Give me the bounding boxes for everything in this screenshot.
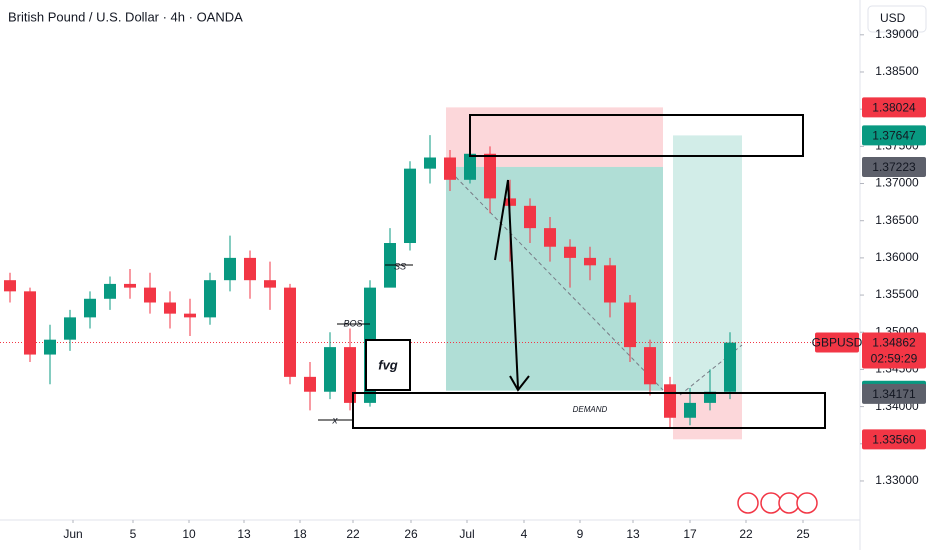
- arrow-path: [494, 179, 519, 389]
- icon: [737, 492, 759, 514]
- annotation: SS: [394, 261, 406, 271]
- short-stop-zone: [446, 107, 663, 167]
- candle-body: [644, 347, 656, 385]
- x-tick-label: 17: [683, 527, 697, 541]
- candle-body: [404, 168, 416, 244]
- x-tick-label: Jun: [63, 527, 82, 541]
- candle-body: [84, 298, 96, 318]
- bottom-icons: [737, 492, 818, 514]
- price-badge-label: 1.34171: [872, 387, 916, 401]
- candle-body: [164, 302, 176, 314]
- x-tick-label: 22: [739, 527, 753, 541]
- icon: [796, 492, 818, 514]
- overlay: BOS SS x fvg DEMAND: [318, 114, 826, 429]
- countdown: 02:59:29: [871, 352, 918, 366]
- icon: [760, 492, 782, 514]
- price-badge-label: 1.37223: [872, 160, 916, 174]
- currency-button[interactable]: [867, 5, 927, 33]
- candle-body: [104, 283, 116, 299]
- candle-body: [244, 257, 256, 281]
- candle-body: [464, 153, 476, 180]
- candle-body: [624, 302, 636, 348]
- x-tick-label: 4: [521, 527, 528, 541]
- candle-body: [264, 280, 276, 288]
- annotation: fvg: [378, 357, 398, 372]
- price-badge: [862, 383, 926, 404]
- candle-body: [584, 257, 596, 266]
- candle-body: [564, 246, 576, 258]
- supply-box: [469, 114, 804, 157]
- price-badge-label: 1.33560: [872, 432, 916, 446]
- currency[interactable]: USD: [880, 11, 906, 25]
- price-badge-label: 1.37647: [872, 129, 916, 143]
- candle-body: [184, 313, 196, 318]
- candle-body: [304, 376, 316, 392]
- x-tick-label: 9: [577, 527, 584, 541]
- last-price-badge: [862, 332, 926, 369]
- candle-body: [204, 280, 216, 318]
- y-tick-label: 1.35500: [875, 287, 919, 301]
- y-tick-label: 1.36000: [875, 250, 919, 264]
- candle-body: [344, 347, 356, 403]
- icon: [778, 492, 800, 514]
- y-tick-label: 1.38500: [875, 64, 919, 78]
- demand-box: [352, 392, 826, 429]
- price-badge: [862, 429, 926, 450]
- trend-dash: [445, 166, 664, 391]
- candle-body: [4, 280, 16, 292]
- x-tick-label: 10: [182, 527, 196, 541]
- annotation: x: [332, 416, 339, 427]
- candle-body: [124, 283, 136, 288]
- annotation: BOS: [343, 318, 362, 328]
- candle-body: [544, 228, 556, 247]
- annotation: DEMAND: [573, 405, 608, 414]
- x-tick-label: 5: [130, 527, 137, 541]
- candle-body: [284, 287, 296, 377]
- fvg-box: [365, 339, 411, 391]
- candle-body: [704, 391, 716, 403]
- candle-body: [604, 265, 616, 303]
- candle-body: [484, 153, 496, 199]
- x-tick-label: 26: [404, 527, 418, 541]
- candle-body: [664, 384, 676, 418]
- price-badge-label: 1.38024: [872, 101, 916, 115]
- x-tick-label: 13: [237, 527, 251, 541]
- candle-body: [424, 157, 436, 169]
- x-tick-label: 18: [293, 527, 307, 541]
- candle-body: [44, 339, 56, 355]
- candle-body: [64, 317, 76, 340]
- arrow-head: [509, 375, 530, 392]
- x-tick-label: 13: [626, 527, 640, 541]
- y-tick-label: 1.37000: [875, 176, 919, 190]
- candle-body: [524, 205, 536, 229]
- symbol-badge: [815, 332, 859, 353]
- candle-body: [24, 291, 36, 355]
- candle-body: [324, 347, 336, 392]
- candle-body: [144, 287, 156, 303]
- price-badge: [862, 156, 926, 177]
- price-badge: [862, 125, 926, 146]
- y-tick-label: 1.33000: [875, 473, 919, 487]
- x-tick-label: 22: [346, 527, 360, 541]
- last-price-label: 1.34862: [872, 336, 916, 350]
- chart-title: British Pound / U.S. Dollar · 4h · OANDA: [8, 9, 243, 24]
- candle-body: [684, 402, 696, 418]
- candle-body: [724, 342, 736, 392]
- x-tick-label: 25: [796, 527, 810, 541]
- price-badge: [862, 97, 926, 118]
- x-tick-label: Jul: [459, 527, 474, 541]
- candle-body: [224, 257, 236, 281]
- y-tick-label: 1.39000: [875, 27, 919, 41]
- symbol-label: GBPUSD: [812, 336, 863, 350]
- y-tick-label: 1.36500: [875, 213, 919, 227]
- candle-body: [444, 157, 456, 180]
